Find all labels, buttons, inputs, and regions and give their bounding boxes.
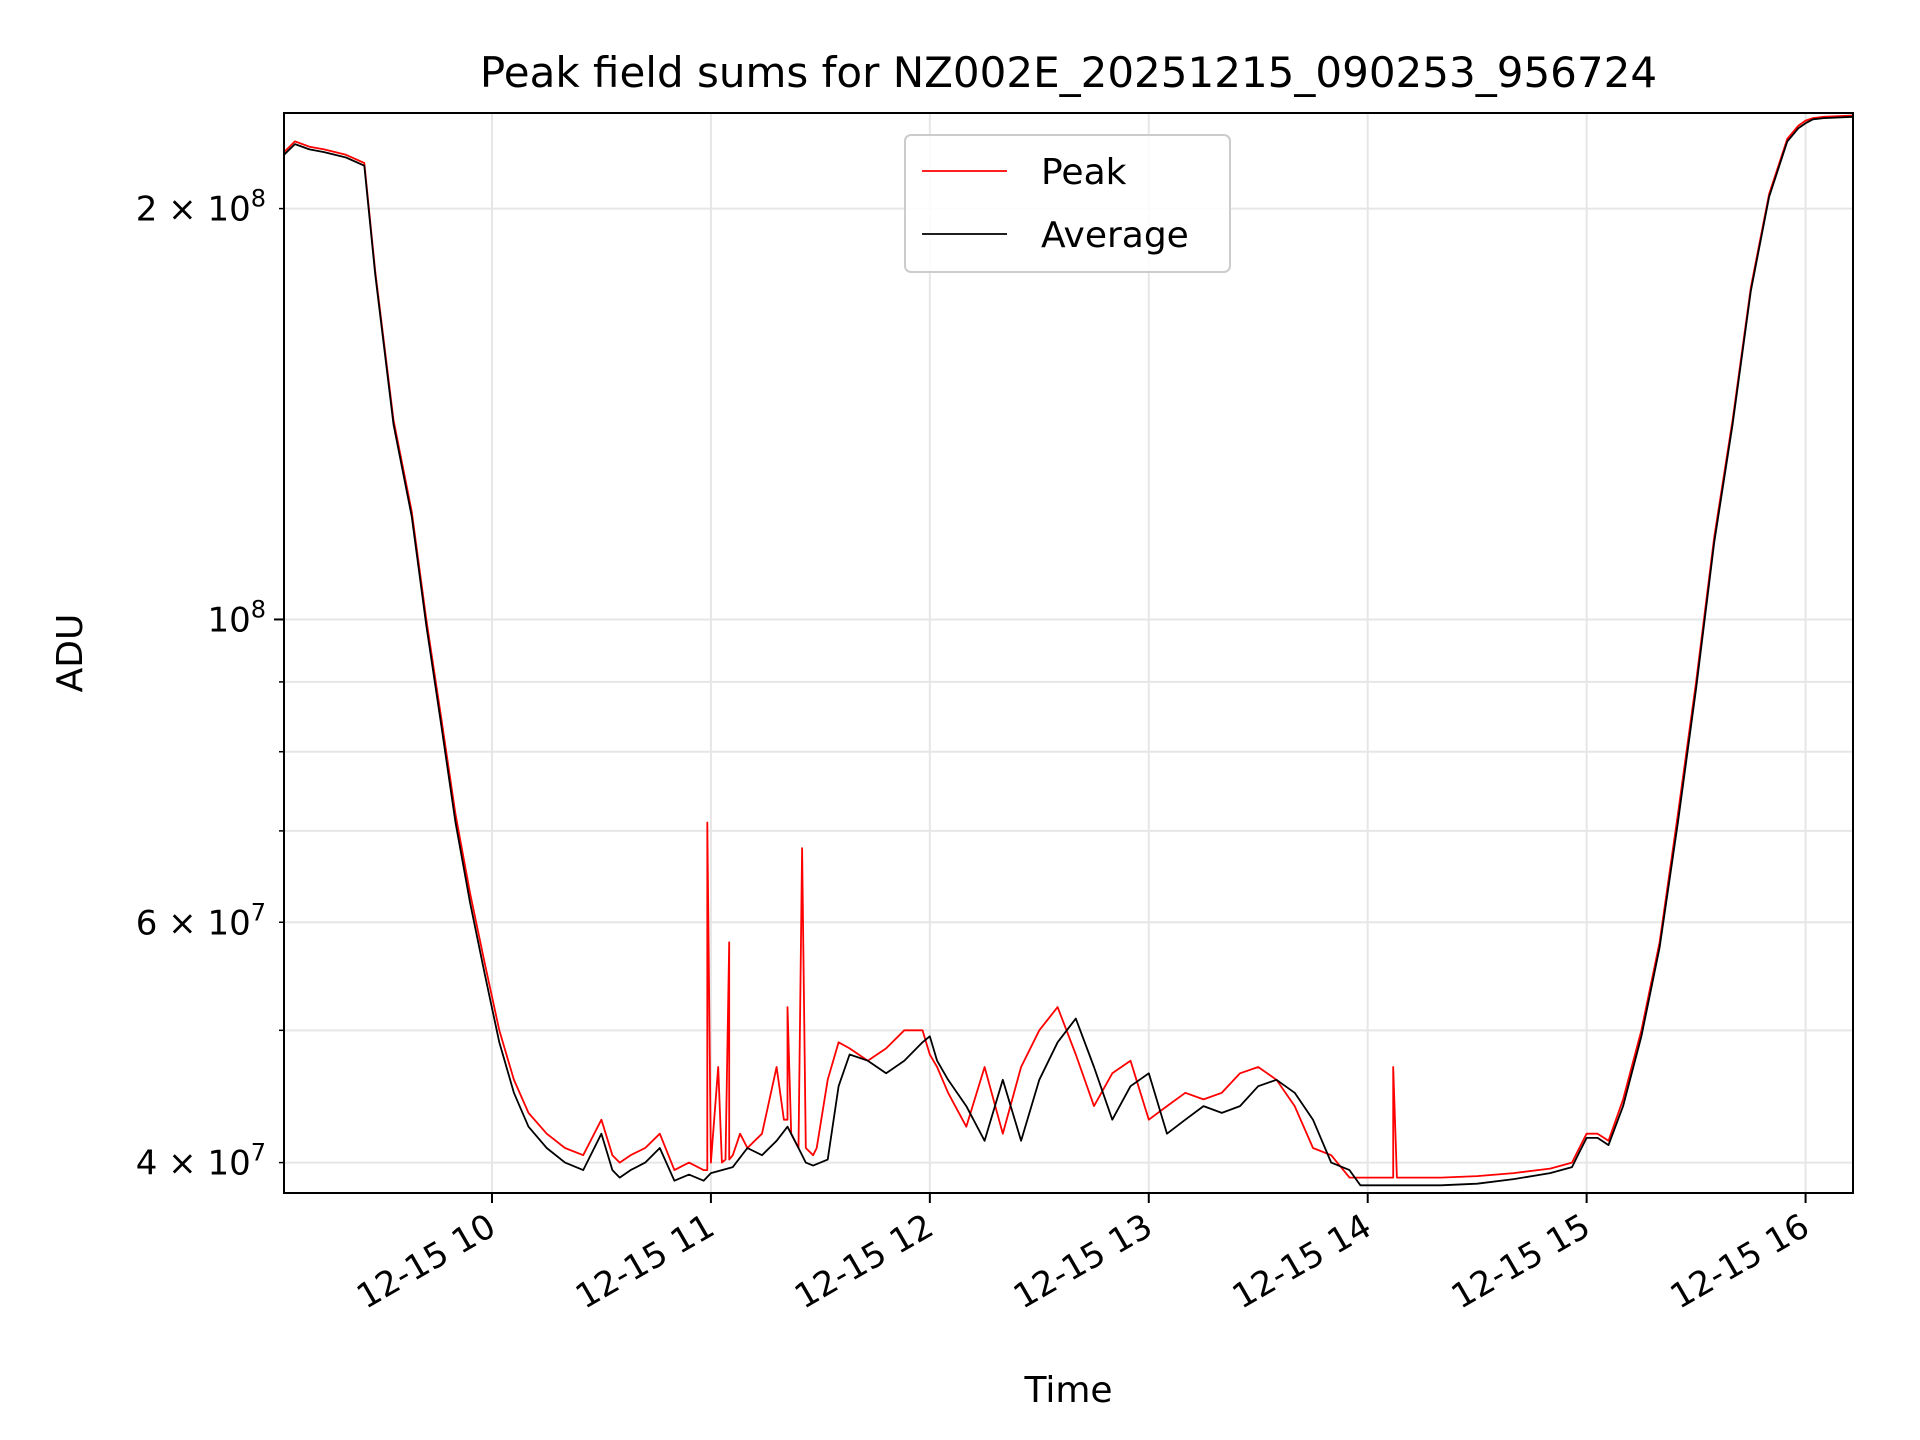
series-line-peak bbox=[283, 114, 1854, 1179]
plot-frame bbox=[283, 112, 1854, 1194]
y-tick-label: 6 × 107 bbox=[136, 898, 266, 943]
legend-label: Average bbox=[1041, 215, 1189, 256]
chart-title: Peak field sums for NZ002E_20251215_0902… bbox=[480, 48, 1657, 97]
legend: Peak Average bbox=[904, 134, 1231, 273]
y-tick-label: 2 × 108 bbox=[136, 185, 266, 230]
x-axis-label: Time bbox=[1023, 1370, 1112, 1411]
series-line-average bbox=[283, 115, 1854, 1187]
legend-box bbox=[904, 134, 1231, 273]
series-lines bbox=[283, 114, 1854, 1187]
y-tick-label: 4 × 107 bbox=[136, 1139, 266, 1184]
y-tick-label: 108 bbox=[207, 595, 266, 640]
legend-label: Peak bbox=[1041, 152, 1127, 193]
y-axis-label: ADU bbox=[50, 614, 91, 693]
